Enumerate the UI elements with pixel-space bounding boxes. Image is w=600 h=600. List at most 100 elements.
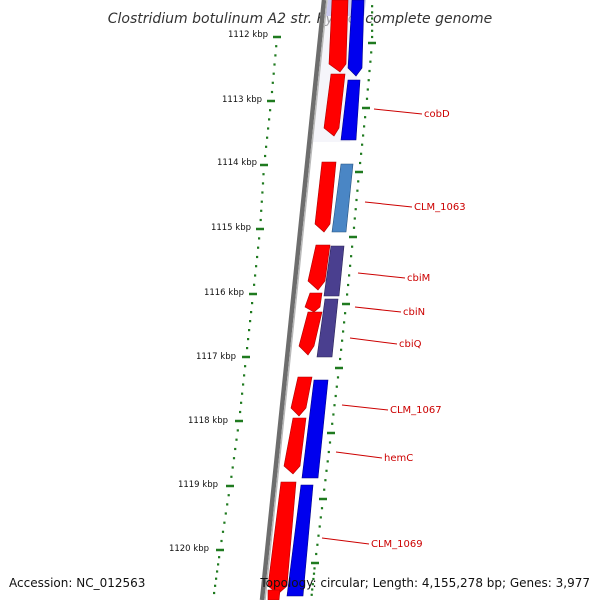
cds-feature (304, 292, 323, 313)
minor-tick (254, 274, 257, 277)
minor-tick (360, 152, 363, 155)
minor-tick (315, 552, 318, 556)
gene-feature (286, 484, 314, 597)
minor-tick (342, 330, 345, 333)
minor-tick (241, 392, 244, 395)
minor-tick (353, 217, 356, 220)
minor-tick (226, 503, 229, 506)
minor-tick (355, 198, 358, 202)
cds-feature (283, 417, 307, 475)
minor-tick (331, 422, 334, 425)
minor-tick (265, 145, 268, 148)
minor-tick (271, 81, 274, 84)
minor-tick (332, 413, 335, 416)
minor-tick (361, 143, 364, 146)
minor-tick (319, 516, 322, 519)
kbp-label-1113: 1113 kbp (222, 95, 262, 105)
minor-tick (346, 293, 349, 296)
minor-tick (356, 189, 359, 192)
minor-tick (230, 475, 233, 478)
minor-tick (213, 591, 216, 595)
kbp-label-1116: 1116 kbp (204, 288, 244, 298)
minor-tick (327, 450, 330, 454)
minor-tick (232, 457, 236, 460)
minor-tick (367, 79, 370, 82)
minor-tick (243, 374, 246, 377)
minor-tick (251, 302, 254, 305)
genome-backbone (259, 0, 328, 600)
cds-feature (314, 161, 337, 233)
minor-tick (359, 161, 362, 165)
minor-tick (235, 438, 238, 441)
minor-tick (218, 556, 221, 559)
kbp-label-1114: 1114 kbp (217, 158, 257, 168)
minor-tick (312, 577, 315, 581)
minor-tick (270, 90, 274, 94)
minor-tick (352, 226, 356, 229)
minor-tick (261, 191, 264, 194)
minor-tick (231, 466, 234, 469)
minor-tick (259, 218, 262, 222)
gene-label-cbiN: cbiN (403, 307, 425, 318)
kbp-tick-marks (216, 35, 281, 552)
minor-tick (260, 209, 263, 212)
minor-tick (316, 543, 319, 546)
minor-tick (371, 35, 374, 39)
minor-tick (336, 376, 340, 379)
accession-text: Accession: NC_012563 (9, 576, 145, 590)
minor-tick (247, 338, 250, 341)
minor-tick (354, 208, 357, 211)
minor-tick-marks (213, 45, 278, 595)
gene-leader-lines (321, 108, 423, 545)
gene-label-clm-1067: CLM_1067 (390, 405, 442, 416)
minor-tick (261, 182, 265, 185)
minor-tick (366, 88, 369, 91)
minor-tick (328, 441, 332, 444)
minor-tick (215, 577, 218, 580)
minor-tick (362, 134, 365, 137)
minor-tick (240, 401, 243, 404)
minor-tick (369, 60, 372, 63)
minor-tick (363, 125, 366, 128)
gene-label-clm-1063: CLM_1063 (414, 202, 466, 213)
minor-tick (248, 329, 251, 332)
kbp-label-1117: 1117 kbp (196, 352, 236, 362)
minor-tick (364, 116, 367, 119)
minor-tick (326, 460, 329, 463)
minor-tick (242, 383, 245, 386)
minor-tick (347, 283, 350, 287)
minor-tick (320, 507, 324, 510)
gene-features (286, 0, 365, 597)
minor-tick (365, 97, 369, 100)
minor-tick (268, 118, 271, 121)
minor-tick (341, 339, 344, 342)
gene-label-cbiM: cbiM (407, 273, 430, 284)
minor-tick (334, 394, 337, 398)
minor-tick (357, 180, 360, 183)
minor-tick (255, 265, 258, 268)
minor-tick (311, 583, 314, 586)
minor-tick (236, 429, 239, 432)
minor-tick (371, 17, 374, 20)
genome-summary-text: Topology: circular; Length: 4,155,278 bp… (259, 576, 590, 590)
minor-tick (324, 479, 327, 482)
cds-feature (298, 311, 323, 356)
minor-tick (272, 72, 275, 75)
minor-tick (371, 5, 374, 8)
minor-tick (264, 154, 267, 158)
gene-feature (340, 79, 361, 141)
minor-tick (227, 494, 230, 497)
minor-tick (349, 264, 352, 267)
kbp-label-1120: 1120 kbp (169, 544, 209, 554)
minor-tick (335, 385, 338, 388)
minor-tick (216, 570, 219, 573)
minor-tick (318, 525, 321, 528)
minor-tick (351, 245, 354, 248)
minor-tick (313, 567, 316, 570)
minor-tick (246, 347, 249, 350)
minor-tick (344, 312, 347, 315)
minor-tick (340, 348, 343, 351)
minor-tick (339, 357, 342, 361)
